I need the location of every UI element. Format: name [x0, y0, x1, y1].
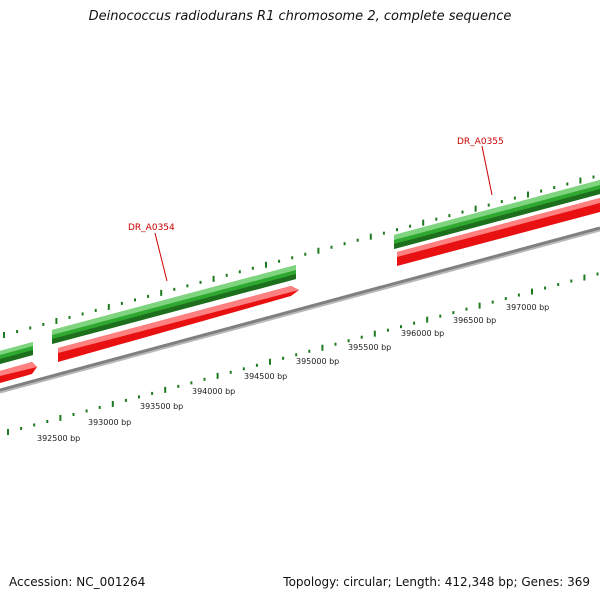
- scale-label: 396000 bp: [401, 329, 444, 338]
- scale-label: 396500 bp: [453, 316, 496, 325]
- reverse-gene-block-1[interactable]: [0, 362, 37, 383]
- topology-summary-text: Topology: circular; Length: 412,348 bp; …: [283, 575, 590, 589]
- scale-label: 394000 bp: [192, 387, 235, 396]
- map-title: Deinococcus radiodurans R1 chromosome 2,…: [88, 9, 512, 24]
- scale-label: 392500 bp: [37, 434, 80, 443]
- scale-label: 397000 bp: [506, 303, 549, 312]
- scale-label: 393500 bp: [140, 402, 183, 411]
- accession-text: Accession: NC_001264: [9, 575, 146, 589]
- forward-gene-block-2[interactable]: [52, 265, 296, 344]
- gene-label-pointer-1: [154, 232, 168, 282]
- backbone-line: [0, 226, 600, 392]
- gene-label-dr-a0354[interactable]: DR_A0354: [128, 223, 175, 233]
- upper-tick-row: [3, 175, 595, 338]
- gene-label-dr-a0355[interactable]: DR_A0355: [457, 137, 504, 147]
- lower-tick-row: [7, 272, 599, 435]
- scale-label: 394500 bp: [244, 372, 287, 381]
- scale-label: 393000 bp: [88, 418, 131, 427]
- backbone-shadow: [0, 228, 600, 394]
- forward-gene-block-3[interactable]: [394, 180, 600, 249]
- scale-label: 395000 bp: [296, 357, 339, 366]
- scale-label: 395500 bp: [348, 343, 391, 352]
- reverse-gene-block-3[interactable]: [397, 198, 600, 266]
- forward-gene-block-1[interactable]: [0, 342, 33, 364]
- reverse-gene-block-2[interactable]: [58, 286, 299, 362]
- gene-label-pointer-2: [481, 145, 493, 196]
